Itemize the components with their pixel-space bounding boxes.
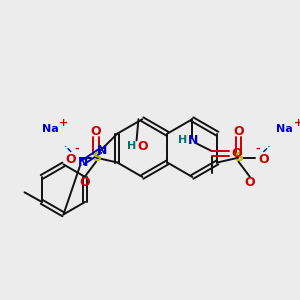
Text: O: O xyxy=(91,125,101,138)
Text: O: O xyxy=(244,176,255,189)
Text: S: S xyxy=(234,151,243,164)
Text: O: O xyxy=(233,125,244,138)
Text: O: O xyxy=(66,153,76,166)
Text: -: - xyxy=(75,144,79,154)
Text: -: - xyxy=(255,144,260,154)
Text: O: O xyxy=(79,176,90,189)
Text: N: N xyxy=(97,145,107,158)
Text: O: O xyxy=(258,153,269,166)
Text: +: + xyxy=(293,118,300,128)
Text: H: H xyxy=(178,135,187,146)
Text: N: N xyxy=(77,156,88,169)
Text: O: O xyxy=(231,147,242,160)
Text: H: H xyxy=(127,141,136,151)
Text: Na: Na xyxy=(42,124,58,134)
Text: O: O xyxy=(137,140,148,153)
Text: +: + xyxy=(59,118,68,128)
Text: S: S xyxy=(92,151,101,164)
Text: N: N xyxy=(188,134,198,147)
Text: Na: Na xyxy=(276,124,293,134)
